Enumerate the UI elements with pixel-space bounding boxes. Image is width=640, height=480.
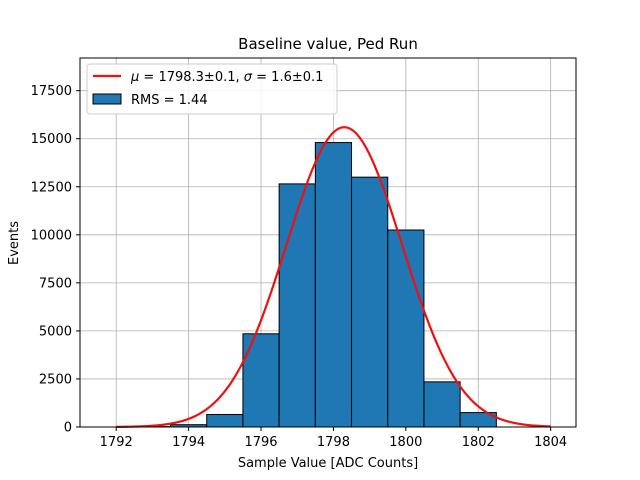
y-tick-label: 5000 [39, 324, 72, 339]
legend-sigma-text: = 1.6±0.1 [252, 70, 323, 85]
fit-curve [116, 126, 551, 428]
plot-frame [79, 57, 577, 428]
histogram-bar [387, 229, 425, 428]
y-tick-label: 12500 [31, 180, 72, 195]
y-tick-label: 2500 [39, 372, 72, 387]
x-tick-label: 1802 [462, 435, 495, 450]
y-tick-label: 7500 [39, 276, 72, 291]
legend-hist-swatch [92, 93, 122, 105]
y-axis-label: Events [7, 221, 22, 265]
x-tick-label: 1796 [244, 435, 277, 450]
y-tick-label: 15000 [31, 132, 72, 147]
x-tick-label: 1800 [389, 435, 422, 450]
legend-sigma-symbol: σ [244, 70, 253, 85]
legend: μ = 1798.3±0.1, σ = 1.6±0.1 RMS = 1.44 [86, 63, 338, 115]
x-tick-label: 1798 [317, 435, 350, 450]
x-tick-label: 1792 [100, 435, 133, 450]
y-tick-label: 17500 [31, 84, 72, 99]
x-tick-label: 1804 [534, 435, 567, 450]
histogram-bar [242, 333, 280, 428]
histogram-bar [314, 142, 353, 428]
gaussian-fit [116, 126, 551, 428]
axis-ticks: 1792 1794 1796 1798 1800 1802 1804 0 2500 5000 750… [31, 84, 568, 450]
legend-mu-symbol: μ [130, 70, 139, 85]
chart-title: Baseline value, Ped Run [238, 35, 418, 53]
legend-mu-text: = 1798.3±0.1, [139, 70, 243, 85]
x-axis-label: Sample Value [ADC Counts] [238, 456, 418, 471]
histogram-bar [423, 381, 461, 428]
legend-box [86, 63, 338, 115]
histogram-bar [206, 414, 244, 428]
legend-hist-label: RMS = 1.44 [131, 93, 208, 108]
histogram-bars [133, 142, 497, 428]
histogram-bar [278, 183, 316, 428]
y-tick-label: 10000 [31, 228, 72, 243]
x-tick-label: 1794 [172, 435, 205, 450]
y-tick-label: 0 [64, 421, 72, 436]
histogram-bar [351, 176, 389, 428]
legend-fit-label: μ = 1798.3±0.1, σ = 1.6±0.1 [130, 70, 323, 85]
